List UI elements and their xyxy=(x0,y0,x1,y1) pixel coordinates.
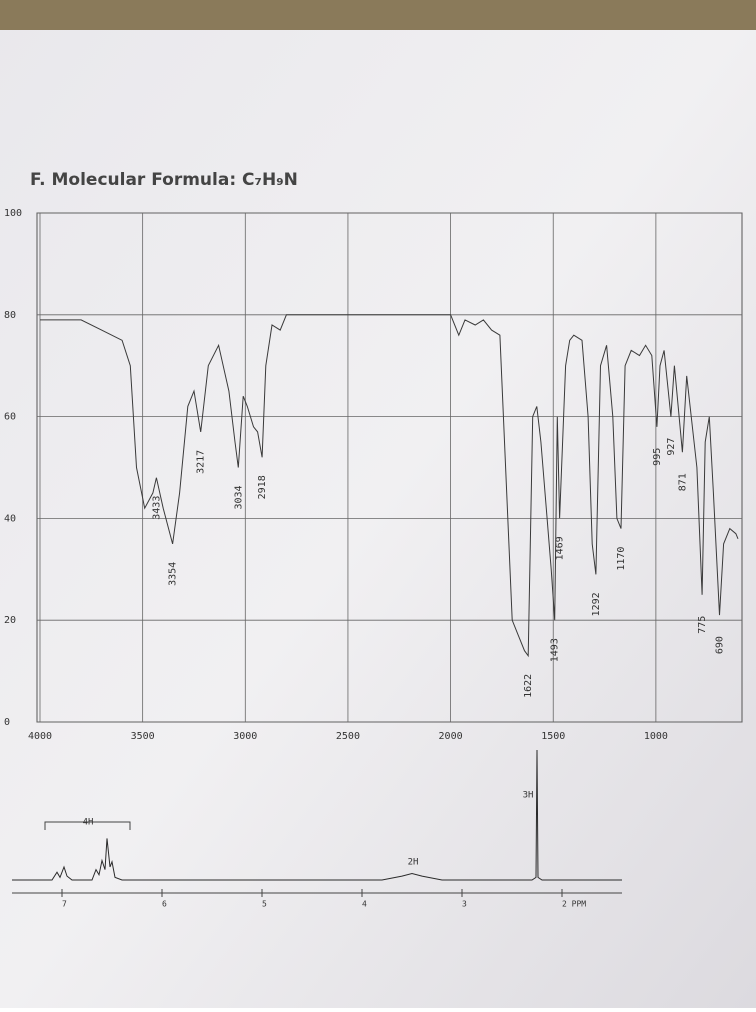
peak-label: 1292 xyxy=(591,592,602,616)
peak-label: 775 xyxy=(697,616,708,634)
x-tick-label: 1500 xyxy=(541,731,565,742)
x-tick-label: 5 xyxy=(262,900,267,909)
y-tick-label: 20 xyxy=(4,615,16,626)
peak-label: 3354 xyxy=(168,562,179,586)
peak-label: 3217 xyxy=(196,450,207,474)
peak-label: 995 xyxy=(652,448,663,466)
peak-label: 871 xyxy=(677,473,688,491)
y-tick-label: 80 xyxy=(4,310,16,321)
integral-label: 2H xyxy=(408,858,419,868)
x-tick-label: 6 xyxy=(162,900,167,909)
y-tick-label: 40 xyxy=(4,513,16,524)
peak-label: 3034 xyxy=(233,485,244,509)
x-tick-label: 7 xyxy=(62,900,67,909)
x-tick-label: 3000 xyxy=(233,731,257,742)
peak-label: 1622 xyxy=(523,674,534,698)
peak-label: 1170 xyxy=(616,547,627,571)
x-tick-label: 1000 xyxy=(644,731,668,742)
integral-label: 3H xyxy=(523,791,534,801)
peak-label: 927 xyxy=(666,438,677,456)
x-tick-label: 2500 xyxy=(336,731,360,742)
y-tick-label: 100 xyxy=(4,208,22,219)
spectrum-line xyxy=(12,749,622,881)
background-top xyxy=(0,0,756,30)
y-tick-label: 0 xyxy=(4,717,10,728)
chart-title: F. Molecular Formula: C₇H₉N xyxy=(30,170,298,190)
x-tick-label: 4 xyxy=(362,900,367,909)
spectrum-line xyxy=(40,314,739,658)
peak-label: 1493 xyxy=(550,638,561,662)
integral-bracket xyxy=(44,821,131,830)
y-tick-label: 60 xyxy=(4,412,16,423)
peak-label: 690 xyxy=(715,636,726,654)
peak-label: 3433 xyxy=(151,496,162,520)
x-tick-label: 2000 xyxy=(439,731,463,742)
x-tick-label: 3 xyxy=(462,900,467,909)
x-tick-label: 4000 xyxy=(28,731,52,742)
peak-label: 2918 xyxy=(257,475,268,499)
peak-label: 1469 xyxy=(555,536,566,560)
integral-label: 4H xyxy=(83,818,94,828)
x-tick-label: 2 PPM xyxy=(562,900,586,909)
x-tick-label: 3500 xyxy=(131,731,155,742)
